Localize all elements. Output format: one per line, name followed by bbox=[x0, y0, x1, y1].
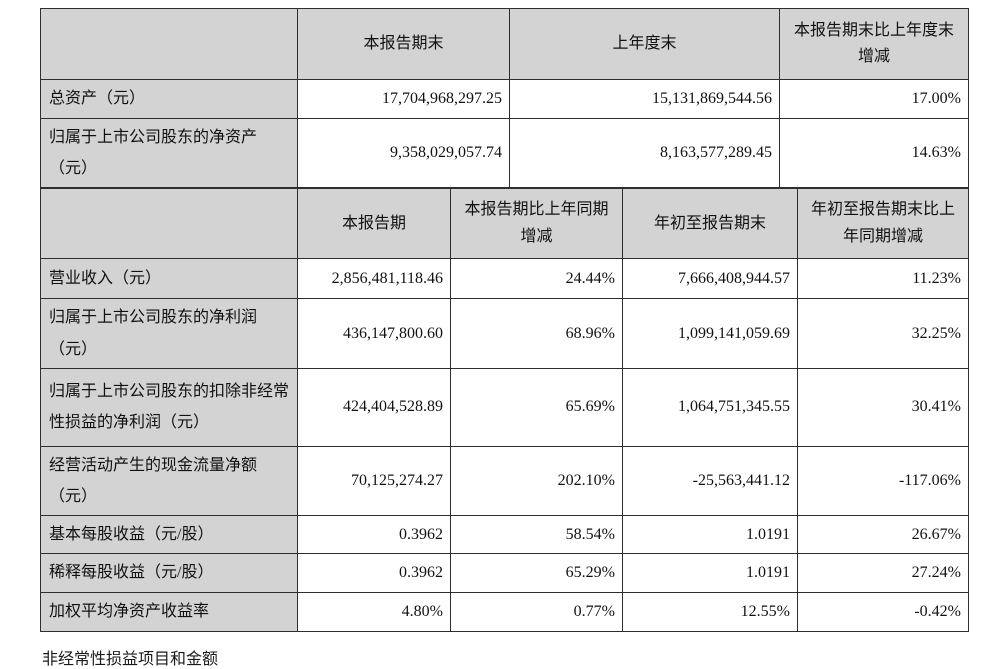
table-row: 加权平均净资产收益率 4.80% 0.77% 12.55% -0.42% bbox=[40, 591, 969, 632]
metric-label-basic-eps: 基本每股收益（元/股） bbox=[40, 515, 298, 555]
table-row: 营业收入（元） 2,856,481,118.46 24.44% 7,666,40… bbox=[40, 258, 969, 300]
table-row: 归属于上市公司股东的扣除非经常性损益的净利润（元） 424,404,528.89… bbox=[40, 367, 969, 447]
value-cell: 0.3962 bbox=[297, 553, 451, 593]
value-cell: 70,125,274.27 bbox=[297, 445, 451, 517]
value-cell: 17,704,968,297.25 bbox=[297, 79, 510, 119]
column-header-current-period-end: 本报告期末 bbox=[297, 8, 510, 80]
value-cell: 17.00% bbox=[779, 79, 969, 119]
value-cell: 1.0191 bbox=[622, 553, 798, 593]
value-cell: 7,666,408,944.57 bbox=[622, 258, 798, 300]
metric-label-net-assets: 归属于上市公司股东的净资产（元） bbox=[40, 117, 298, 189]
value-cell: -0.42% bbox=[797, 591, 969, 632]
value-cell: -25,563,441.12 bbox=[622, 445, 798, 517]
value-cell: 30.41% bbox=[797, 367, 969, 447]
corner-empty-cell bbox=[40, 188, 298, 260]
value-cell: -117.06% bbox=[797, 445, 969, 517]
table-row: 稀释每股收益（元/股） 0.3962 65.29% 1.0191 27.24% bbox=[40, 553, 969, 593]
value-cell: 436,147,800.60 bbox=[297, 298, 451, 369]
value-cell: 58.54% bbox=[450, 515, 623, 555]
table-row: 经营活动产生的现金流量净额（元） 70,125,274.27 202.10% -… bbox=[40, 445, 969, 517]
value-cell: 27.24% bbox=[797, 553, 969, 593]
column-header-change-vs-prior-year-end: 本报告期末比上年度末增减 bbox=[779, 8, 969, 80]
value-cell: 8,163,577,289.45 bbox=[509, 117, 780, 189]
value-cell: 1,064,751,345.55 bbox=[622, 367, 798, 447]
value-cell: 9,358,029,057.74 bbox=[297, 117, 510, 189]
metric-label-operating-cash-flow: 经营活动产生的现金流量净额（元） bbox=[40, 445, 298, 517]
column-header-current-period: 本报告期 bbox=[297, 188, 451, 260]
key-financials-table-ytd: 本报告期 本报告期比上年同期增减 年初至报告期末 年初至报告期末比上年同期增减 … bbox=[40, 188, 969, 632]
value-cell: 1,099,141,059.69 bbox=[622, 298, 798, 369]
value-cell: 12.55% bbox=[622, 591, 798, 632]
value-cell: 424,404,528.89 bbox=[297, 367, 451, 447]
table-row: 基本每股收益（元/股） 0.3962 58.54% 1.0191 26.67% bbox=[40, 515, 969, 555]
column-header-prior-year-end: 上年度末 bbox=[509, 8, 780, 80]
table-row: 归属于上市公司股东的净利润（元） 436,147,800.60 68.96% 1… bbox=[40, 298, 969, 369]
value-cell: 26.67% bbox=[797, 515, 969, 555]
column-header-ytd: 年初至报告期末 bbox=[622, 188, 798, 260]
value-cell: 11.23% bbox=[797, 258, 969, 300]
key-financials-table-period-end: 本报告期末 上年度末 本报告期末比上年度末增减 总资产（元） 17,704,96… bbox=[40, 8, 969, 189]
header-row: 本报告期末 上年度末 本报告期末比上年度末增减 bbox=[40, 8, 969, 80]
value-cell: 4.80% bbox=[297, 591, 451, 632]
value-cell: 65.29% bbox=[450, 553, 623, 593]
metric-label-net-profit-excl-nonrecurring: 归属于上市公司股东的扣除非经常性损益的净利润（元） bbox=[40, 367, 298, 447]
value-cell: 1.0191 bbox=[622, 515, 798, 555]
value-cell: 68.96% bbox=[450, 298, 623, 369]
metric-label-weighted-avg-roe: 加权平均净资产收益率 bbox=[40, 591, 298, 632]
metric-label-revenue: 营业收入（元） bbox=[40, 258, 298, 300]
metric-label-total-assets: 总资产（元） bbox=[40, 79, 298, 119]
value-cell: 0.77% bbox=[450, 591, 623, 632]
corner-empty-cell bbox=[40, 8, 298, 80]
table-row: 归属于上市公司股东的净资产（元） 9,358,029,057.74 8,163,… bbox=[40, 117, 969, 189]
column-header-change-vs-prior-period: 本报告期比上年同期增减 bbox=[450, 188, 623, 260]
column-header-ytd-change: 年初至报告期末比上年同期增减 bbox=[797, 188, 969, 260]
section-note-nonrecurring-items: 非经常性损益项目和金额 bbox=[42, 650, 219, 668]
value-cell: 24.44% bbox=[450, 258, 623, 300]
financial-report-section: 本报告期末 上年度末 本报告期末比上年度末增减 总资产（元） 17,704,96… bbox=[40, 8, 969, 669]
value-cell: 0.3962 bbox=[297, 515, 451, 555]
metric-label-diluted-eps: 稀释每股收益（元/股） bbox=[40, 553, 298, 593]
value-cell: 14.63% bbox=[779, 117, 969, 189]
value-cell: 2,856,481,118.46 bbox=[297, 258, 451, 300]
value-cell: 32.25% bbox=[797, 298, 969, 369]
metric-label-net-profit: 归属于上市公司股东的净利润（元） bbox=[40, 298, 298, 369]
table-row: 总资产（元） 17,704,968,297.25 15,131,869,544.… bbox=[40, 79, 969, 119]
value-cell: 202.10% bbox=[450, 445, 623, 517]
value-cell: 65.69% bbox=[450, 367, 623, 447]
header-row: 本报告期 本报告期比上年同期增减 年初至报告期末 年初至报告期末比上年同期增减 bbox=[40, 188, 969, 260]
value-cell: 15,131,869,544.56 bbox=[509, 79, 780, 119]
